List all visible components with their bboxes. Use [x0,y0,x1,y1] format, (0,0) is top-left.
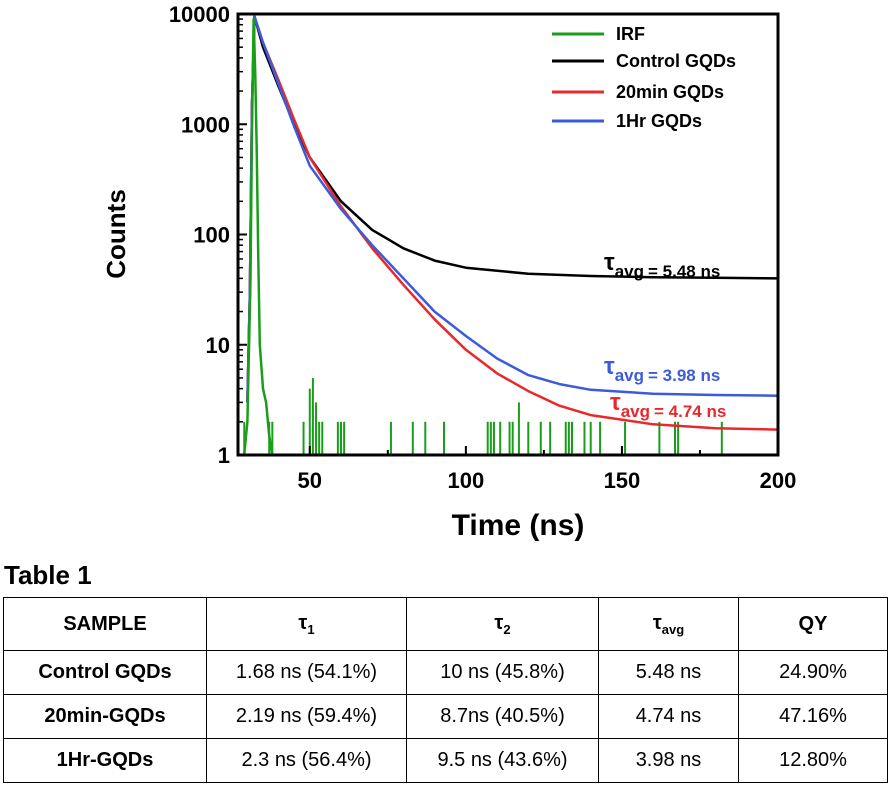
legend-label-irf: IRF [616,24,645,44]
table-caption: Table 1 [4,560,92,590]
cell-tauavg: 3.98 ns [598,738,739,783]
header-tau2: τ2 [406,597,599,651]
y-tick-label: 10000 [169,2,230,27]
x-axis-title: Time (ns) [452,509,585,542]
header-qy: QY [738,597,888,651]
series-line-1hr-gqds [246,15,779,403]
table-row: 20min-GQDs 2.19 ns (59.4%) 8.7ns (40.5%)… [3,694,888,739]
y-axis-title: Counts [101,189,131,279]
cell-tauavg: 5.48 ns [598,650,739,695]
plot-frame [236,12,780,457]
y-tick-label: 10 [206,333,230,358]
header-tauavg: τavg [598,597,739,651]
y-tick-label: 1 [218,443,230,468]
annotation-1hr-tau: τavg = 3.98 ns [604,353,720,385]
cell-tau1: 1.68 ns (54.1%) [206,650,407,695]
cell-qy: 24.90% [738,650,888,695]
legend-label-control: Control GQDs [616,51,736,71]
lifetime-table: SAMPLE τ1 τ2 τavg QY Control GQDs 1.68 n… [3,597,888,783]
legend-label-1hr: 1Hr GQDs [616,111,702,131]
cell-sample: 1Hr-GQDs [3,738,207,783]
table-row: Control GQDs 1.68 ns (54.1%) 10 ns (45.8… [3,650,888,695]
cell-tau1: 2.19 ns (59.4%) [206,694,407,739]
decay-chart: 50 100 150 200 1 10 100 1000 10000 Time (ns) Cou… [101,2,797,542]
header-sample: SAMPLE [3,597,207,651]
cell-tau2: 8.7ns (40.5%) [406,694,599,739]
annotation-20min-tau: τavg = 4.74 ns [610,389,726,421]
annotation-control-tau: τavg = 5.48 ns [604,249,720,281]
cell-tau2: 9.5 ns (43.6%) [406,738,599,783]
series-lines [242,15,779,456]
series-line-irf [242,17,274,456]
x-tick-label: 200 [760,468,797,493]
legend: IRF Control GQDs 20min GQDs 1Hr GQDs [552,24,736,131]
x-tick-label: 100 [448,468,485,493]
irf-noise-spikes [243,377,723,455]
table-header-row: SAMPLE τ1 τ2 τavg QY [3,597,888,651]
cell-qy: 47.16% [738,694,888,739]
series-line-control-gqds [246,15,779,403]
cell-tauavg: 4.74 ns [598,694,739,739]
cell-sample: 20min-GQDs [3,694,207,739]
axis-ticks: 50 100 150 200 1 10 100 1000 10000 [169,2,797,493]
cell-qy: 12.80% [738,738,888,783]
legend-label-20min: 20min GQDs [616,82,724,102]
table-row: 1Hr-GQDs 2.3 ns (56.4%) 9.5 ns (43.6%) 3… [3,738,888,783]
y-tick-label: 1000 [181,112,230,137]
x-tick-label: 50 [298,468,322,493]
x-tick-label: 150 [604,468,641,493]
cell-tau2: 10 ns (45.8%) [406,650,599,695]
header-tau1: τ1 [206,597,407,651]
y-tick-label: 100 [193,223,230,248]
cell-tau1: 2.3 ns (56.4%) [206,738,407,783]
cell-sample: Control GQDs [3,650,207,695]
